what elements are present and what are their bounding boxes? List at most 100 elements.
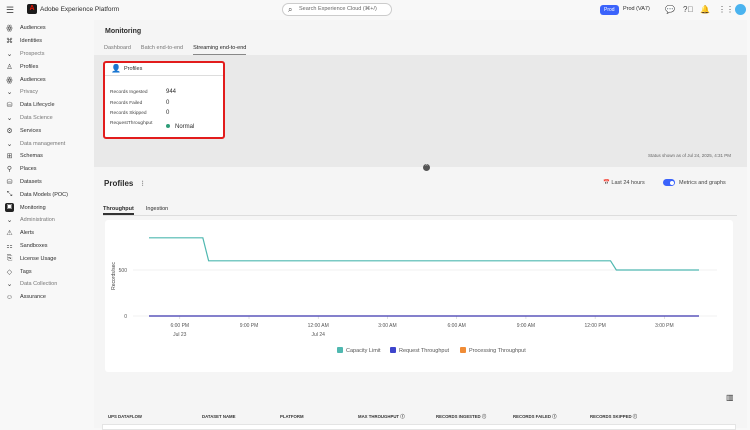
status-text: Normal <box>175 124 195 130</box>
legend-label: Processing Throughput <box>469 348 526 354</box>
column-header[interactable]: DATASET NAME <box>202 414 236 419</box>
sandboxes-icon: ⚏ <box>6 242 13 250</box>
date-range-picker[interactable]: 📅 Last 24 hours <box>603 180 645 186</box>
adobe-logo[interactable]: A <box>27 4 37 14</box>
metric-value: 0 <box>166 110 170 116</box>
alerts-icon: ⚠ <box>6 230 13 238</box>
sidebar-item[interactable]: ♙ Profiles <box>0 60 94 73</box>
sidebar-item[interactable]: ⚏ Sandboxes <box>0 240 94 253</box>
schemas-icon: ⊞ <box>6 153 13 161</box>
metric-label: Records Failed <box>110 101 143 106</box>
menu-icon[interactable]: ☰ <box>6 5 15 15</box>
x-tick-label: 9:00 PM <box>240 323 259 329</box>
data-models-icon: ⤡ <box>6 190 13 198</box>
column-header[interactable]: RECORDS FAILED ⓘ <box>513 414 557 419</box>
metrics-toggle[interactable] <box>663 179 675 186</box>
sidebar-item[interactable]: ☺ Assurance <box>0 291 94 304</box>
sidebar-section[interactable]: ⌄ Data Science <box>0 112 94 125</box>
section-title: Profiles ⁝ <box>104 179 144 188</box>
column-settings-icon[interactable]: ▥ <box>726 393 734 402</box>
sidebar: ꙮ Audiences ⌘ Identities ⌄ Prospects ♙ Profiles… <box>0 22 94 304</box>
sidebar-section[interactable]: ⌄ Privacy <box>0 86 94 99</box>
column-header[interactable]: UPS DATAFLOW <box>108 414 142 419</box>
services-icon: ⚙ <box>6 127 13 135</box>
sidebar-item-label: Places <box>20 166 37 173</box>
sidebar-item-label: Data Collection <box>20 281 58 288</box>
profile-icon: ♙ <box>6 63 13 71</box>
y-tick-label: 0 <box>124 314 127 320</box>
tab-batch[interactable]: Batch end-to-end <box>140 45 184 51</box>
assurance-icon: ☺ <box>5 293 14 301</box>
sidebar-item[interactable]: ⚠ Alerts <box>0 227 94 240</box>
legend-swatch <box>390 347 396 353</box>
sidebar-item-label: Profiles <box>20 63 39 70</box>
sandbox-badge[interactable]: Prod <box>600 5 619 15</box>
search-placeholder: Search Experience Cloud (⌘+/) <box>299 6 377 12</box>
sidebar-item-label: Identities <box>20 38 43 45</box>
y-axis-label: Records/sec <box>111 262 117 290</box>
sidebar-item[interactable]: ▣ Monitoring <box>0 201 94 214</box>
sidebar-item[interactable]: ⌘ Identities <box>0 35 94 48</box>
sidebar-section[interactable]: ⌄ Prospects <box>0 48 94 61</box>
tab-ingestion[interactable]: Ingestion <box>145 206 169 212</box>
sidebar-item[interactable]: ◇ Tags <box>0 265 94 278</box>
sidebar-item[interactable]: ⚙ Services <box>0 124 94 137</box>
column-header[interactable]: MAX THROUGHPUT ⓘ <box>358 414 405 419</box>
sidebar-item[interactable]: ⎘ License Usage <box>0 252 94 265</box>
identities-icon: ⌘ <box>6 38 13 46</box>
apps-grid-icon[interactable]: ⋮⋮ <box>718 5 734 14</box>
column-header[interactable]: RECORDS INGESTED ⓘ <box>436 414 487 419</box>
sidebar-section[interactable]: ⌄ Administration <box>0 214 94 227</box>
x-tick-sublabel: Jul 23 <box>173 332 187 338</box>
table-row[interactable] <box>102 424 736 430</box>
sidebar-item-label: Sandboxes <box>20 242 48 249</box>
audiences-icon: ꙮ <box>6 25 13 33</box>
sandbox-name[interactable]: Prod (VA7) <box>623 6 650 12</box>
sidebar-section[interactable]: ⌄ Data management <box>0 137 94 150</box>
search-input[interactable]: ⌕ Search Experience Cloud (⌘+/) <box>282 3 392 16</box>
data-lifecycle-icon: ⛁ <box>6 102 13 110</box>
collapse-chevron-icon[interactable]: ⌃ <box>423 164 430 171</box>
chevron-down-icon: ⌄ <box>6 89 13 97</box>
avatar[interactable] <box>735 4 746 15</box>
sidebar-item-label: Assurance <box>20 294 46 301</box>
column-header[interactable]: PLATFORM <box>280 414 304 419</box>
x-tick-label: 6:00 AM <box>448 323 466 329</box>
x-tick-label: 12:00 AM <box>308 323 329 329</box>
more-icon[interactable]: ⁝ <box>141 179 144 188</box>
x-tick-label: 6:00 PM <box>170 323 189 329</box>
license-icon: ⎘ <box>6 254 13 262</box>
metric-label: Records Skipped <box>110 111 147 116</box>
legend-swatch <box>460 347 466 353</box>
sidebar-item-label: Services <box>20 127 42 134</box>
sidebar-item-label: Administration <box>20 217 55 224</box>
x-tick-label: 3:00 AM <box>378 323 396 329</box>
sidebar-item[interactable]: ⤡ Data Models (POC) <box>0 188 94 201</box>
sidebar-item-label: Privacy <box>20 89 39 96</box>
tab-dashboard[interactable]: Dashboard <box>104 45 131 51</box>
sidebar-item[interactable]: ꙮ Audiences <box>0 73 94 86</box>
sidebar-item-label: Data Science <box>20 114 53 121</box>
sidebar-item[interactable]: ⛁ Data Lifecycle <box>0 99 94 112</box>
help-icon[interactable]: ?⃝ <box>683 5 694 14</box>
sidebar-item[interactable]: ⊞ Schemas <box>0 150 94 163</box>
status-dot <box>166 124 170 128</box>
feedback-icon[interactable]: 💬 <box>665 5 675 14</box>
column-header[interactable]: RECORDS SKIPPED ⓘ <box>590 414 638 419</box>
chevron-down-icon: ⌄ <box>6 50 13 58</box>
bell-icon[interactable]: 🔔 <box>700 5 710 14</box>
sidebar-item-label: Data management <box>20 140 66 147</box>
sidebar-item[interactable]: ꙮ Audiences <box>0 22 94 35</box>
chevron-down-icon: ⌄ <box>6 281 13 289</box>
top-bar: ☰ A Adobe Experience Platform ⌕ Search Ex… <box>0 0 750 20</box>
metric-label: Records Ingested <box>110 90 148 95</box>
sidebar-item-label: Data Models (POC) <box>20 191 68 198</box>
x-tick-label: 9:00 AM <box>517 323 535 329</box>
sidebar-section[interactable]: ⌄ Data Collection <box>0 278 94 291</box>
tab-throughput[interactable]: Throughput <box>103 206 134 215</box>
profiles-card[interactable]: 👤 Profiles Records Ingested 944 Records Fa… <box>103 61 225 139</box>
sidebar-item[interactable]: ⛁ Datasets <box>0 176 94 189</box>
sidebar-item[interactable]: ⚲ Places <box>0 163 94 176</box>
legend-swatch <box>337 347 343 353</box>
